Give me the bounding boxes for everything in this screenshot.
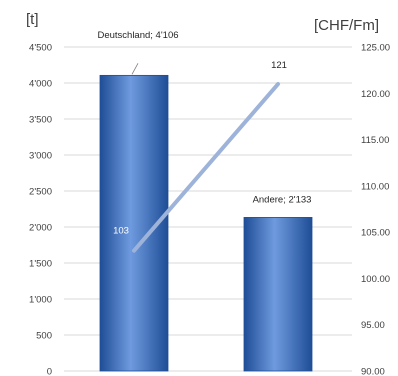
right-tick-label: 120.00: [361, 89, 390, 100]
right-tick-label: 100.00: [361, 274, 390, 285]
bar-data-label: Deutschland; 4'106: [97, 30, 178, 41]
left-tick-label: 2'500: [29, 187, 52, 198]
line-series: [132, 82, 280, 253]
line-data-label: 121: [271, 60, 287, 71]
left-tick-label: 4'000: [29, 79, 52, 90]
left-tick-label: 3'000: [29, 151, 52, 162]
left-axis: 0 500 1'000 1'500 2'000 2'500 3'000 3'500 4'000 4…: [29, 43, 52, 376]
left-tick-label: 1'000: [29, 295, 52, 306]
bar: [244, 217, 312, 371]
left-tick-label: 2'000: [29, 223, 52, 234]
right-tick-label: 115.00: [361, 135, 389, 146]
bar-data-label: Andere; 2'133: [253, 194, 312, 205]
right-axis: 90.00 95.00 100.00 105.00 110.00 115.00 120.00…: [361, 43, 390, 376]
series-line: [132, 82, 280, 253]
left-tick-label: 500: [36, 331, 52, 342]
left-tick-label: 4'500: [29, 43, 52, 54]
right-tick-label: 110.00: [361, 181, 389, 192]
right-tick-label: 125.00: [361, 43, 390, 54]
right-axis-unit: [CHF/Fm]: [314, 17, 379, 34]
left-tick-label: 0: [47, 367, 52, 376]
label-leader-line: [131, 63, 139, 75]
bar-outline: [99, 74, 169, 372]
data-labels: Deutschland; 4'106 Andere; 2'133 103 121: [97, 30, 311, 237]
line-data-label: 103: [113, 226, 129, 237]
right-tick-label: 90.00: [361, 367, 385, 376]
bar-outline: [243, 217, 313, 372]
bar-series: [99, 74, 313, 372]
left-axis-unit: [t]: [26, 11, 39, 28]
left-tick-label: 1'500: [29, 259, 52, 270]
left-tick-label: 3'500: [29, 115, 52, 126]
right-tick-label: 95.00: [361, 320, 385, 331]
right-tick-label: 105.00: [361, 228, 390, 239]
